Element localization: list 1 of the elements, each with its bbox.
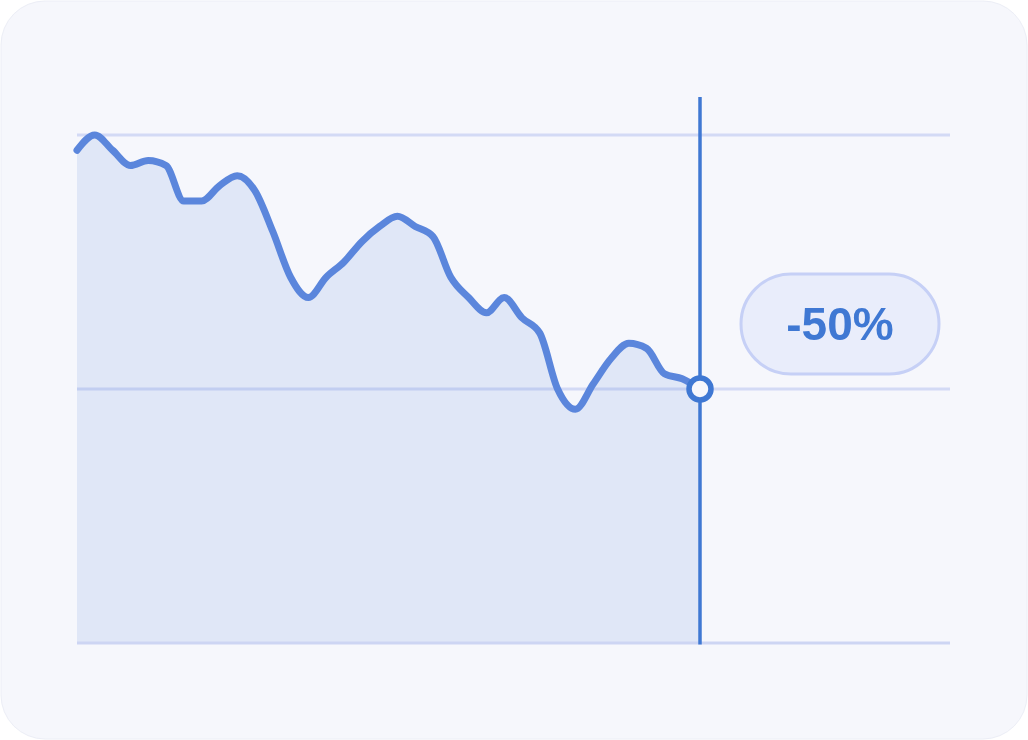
text: -50%	[786, 298, 894, 350]
